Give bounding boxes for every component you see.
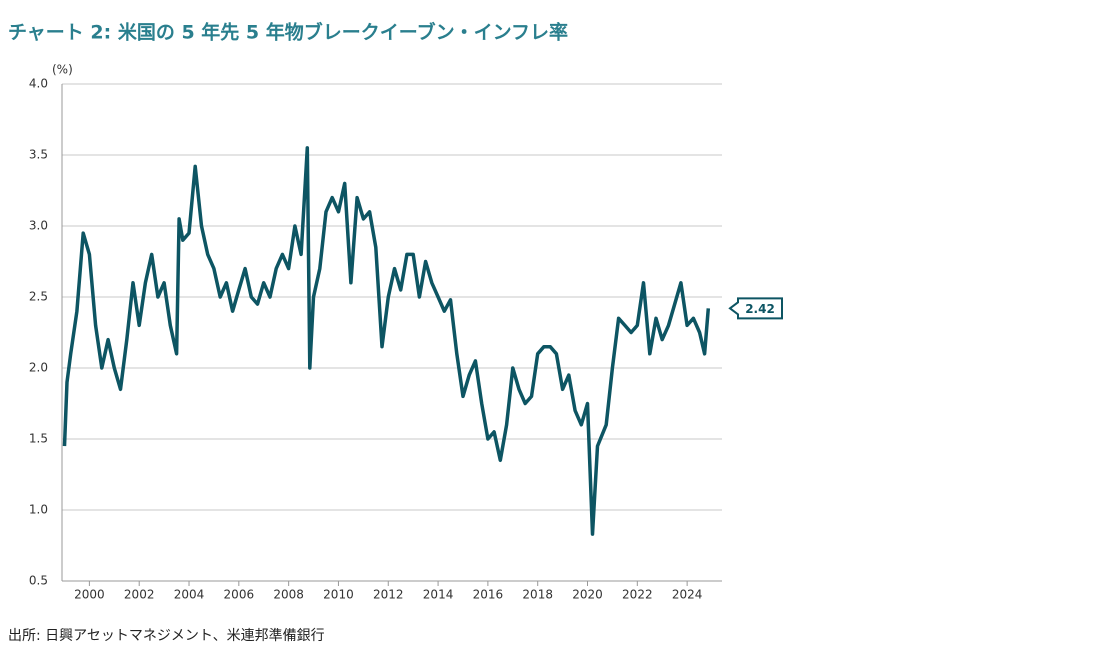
- source: 出所: 日興アセットマネジメント、米連邦準備銀行: [8, 628, 325, 644]
- x-tick-label: 2012: [373, 588, 404, 602]
- x-tick-label: 2006: [224, 588, 255, 602]
- y-tick-label: 1.0: [29, 503, 48, 517]
- x-tick-label: 2022: [622, 588, 653, 602]
- callout-box: [728, 297, 783, 320]
- y-tick-label: 2.5: [29, 290, 48, 304]
- x-tick-label: 2014: [423, 588, 454, 602]
- x-tick-label: 2024: [672, 588, 703, 602]
- x-tick-label: 2004: [174, 588, 205, 602]
- x-tick-label: 2020: [572, 588, 603, 602]
- x-tick-label: 2000: [74, 588, 105, 602]
- y-tick-label: 0.5: [29, 574, 48, 588]
- x-tick-label: 2008: [273, 588, 304, 602]
- y-tick-label: 4.0: [29, 77, 48, 91]
- y-tick-label: 2.0: [29, 361, 48, 375]
- y-tick-label: 1.5: [29, 432, 48, 446]
- x-tick-label: 2010: [323, 588, 354, 602]
- y-tick-label: 3.0: [29, 219, 48, 233]
- x-tick-label: 2002: [124, 588, 155, 602]
- data-line: [62, 146, 711, 536]
- y-axis-label: (%): [52, 63, 73, 77]
- y-tick-label: 3.5: [29, 148, 48, 162]
- callout-label: 2.42: [745, 302, 775, 316]
- x-tick-label: 2018: [522, 588, 553, 602]
- chart-title: チャート 2: 米国の 5 年先 5 年物ブレークイーブン・インフレ率: [8, 21, 568, 44]
- x-tick-label: 2016: [473, 588, 504, 602]
